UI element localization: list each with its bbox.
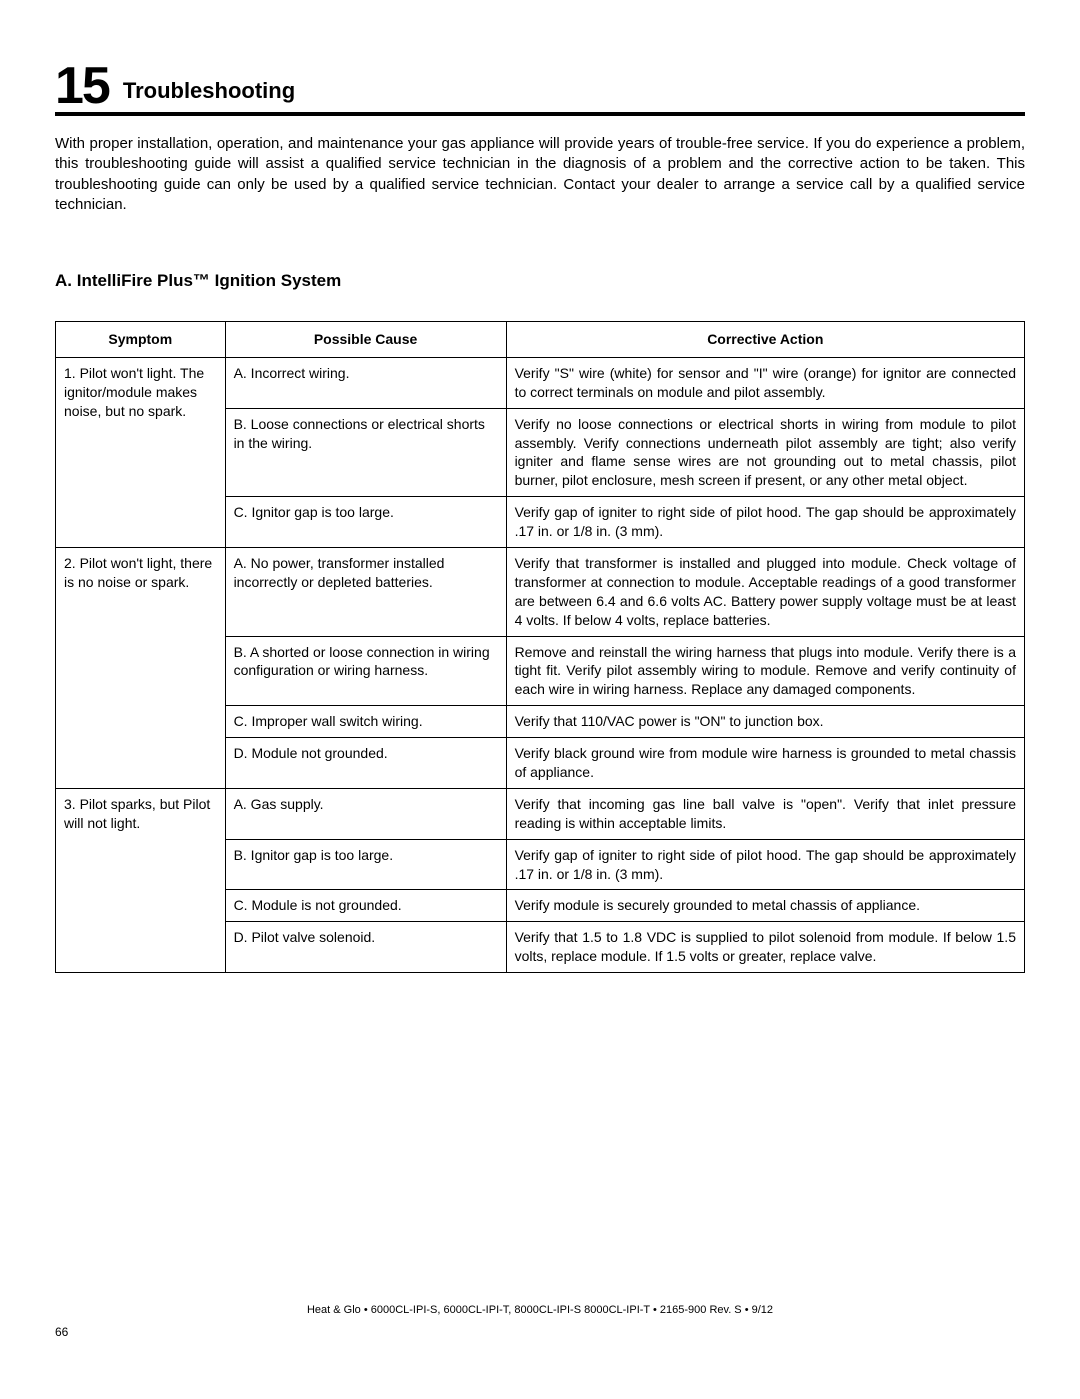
action-cell: Verify black ground wire from module wir…	[506, 738, 1024, 789]
cause-cell: B. A shorted or loose connection in wiri…	[225, 636, 506, 706]
cause-cell: A. Gas supply.	[225, 788, 506, 839]
cause-cell: B. Loose connections or electrical short…	[225, 408, 506, 497]
cause-cell: D. Pilot valve solenoid.	[225, 922, 506, 973]
troubleshooting-table: Symptom Possible Cause Corrective Action…	[55, 321, 1025, 973]
symptom-cell: 3. Pilot sparks, but Pilot will not ligh…	[56, 788, 226, 972]
action-cell: Verify module is securely grounded to me…	[506, 890, 1024, 922]
header-cause: Possible Cause	[225, 321, 506, 357]
action-cell: Verify that 110/VAC power is "ON" to jun…	[506, 706, 1024, 738]
section-header: 15 Troubleshooting	[55, 60, 1025, 116]
table-row: 3. Pilot sparks, but Pilot will not ligh…	[56, 788, 1025, 839]
symptom-cell: 1. Pilot won't light. The ignitor/module…	[56, 357, 226, 547]
cause-cell: C. Module is not grounded.	[225, 890, 506, 922]
action-cell: Verify that transformer is installed and…	[506, 547, 1024, 636]
cause-cell: A. No power, transformer installed incor…	[225, 547, 506, 636]
subsection-heading: A. IntelliFire Plus™ Ignition System	[55, 270, 1025, 293]
header-action: Corrective Action	[506, 321, 1024, 357]
cause-cell: C. Ignitor gap is too large.	[225, 497, 506, 548]
action-cell: Verify that 1.5 to 1.8 VDC is supplied t…	[506, 922, 1024, 973]
cause-cell: C. Improper wall switch wiring.	[225, 706, 506, 738]
page-number: 66	[55, 1324, 1025, 1340]
cause-cell: B. Ignitor gap is too large.	[225, 839, 506, 890]
action-cell: Verify "S" wire (white) for sensor and "…	[506, 357, 1024, 408]
intro-paragraph: With proper installation, operation, and…	[55, 134, 1025, 215]
header-symptom: Symptom	[56, 321, 226, 357]
cause-cell: A. Incorrect wiring.	[225, 357, 506, 408]
action-cell: Remove and reinstall the wiring harness …	[506, 636, 1024, 706]
action-cell: Verify that incoming gas line ball valve…	[506, 788, 1024, 839]
section-title: Troubleshooting	[123, 76, 295, 112]
table-header-row: Symptom Possible Cause Corrective Action	[56, 321, 1025, 357]
action-cell: Verify no loose connections or electrica…	[506, 408, 1024, 497]
action-cell: Verify gap of igniter to right side of p…	[506, 839, 1024, 890]
symptom-cell: 2. Pilot won't light, there is no noise …	[56, 547, 226, 788]
footer-text: Heat & Glo • 6000CL-IPI-S, 6000CL-IPI-T,…	[55, 1303, 1025, 1318]
section-number: 15	[55, 60, 109, 112]
table-row: 2. Pilot won't light, there is no noise …	[56, 547, 1025, 636]
cause-cell: D. Module not grounded.	[225, 738, 506, 789]
action-cell: Verify gap of igniter to right side of p…	[506, 497, 1024, 548]
table-row: 1. Pilot won't light. The ignitor/module…	[56, 357, 1025, 408]
